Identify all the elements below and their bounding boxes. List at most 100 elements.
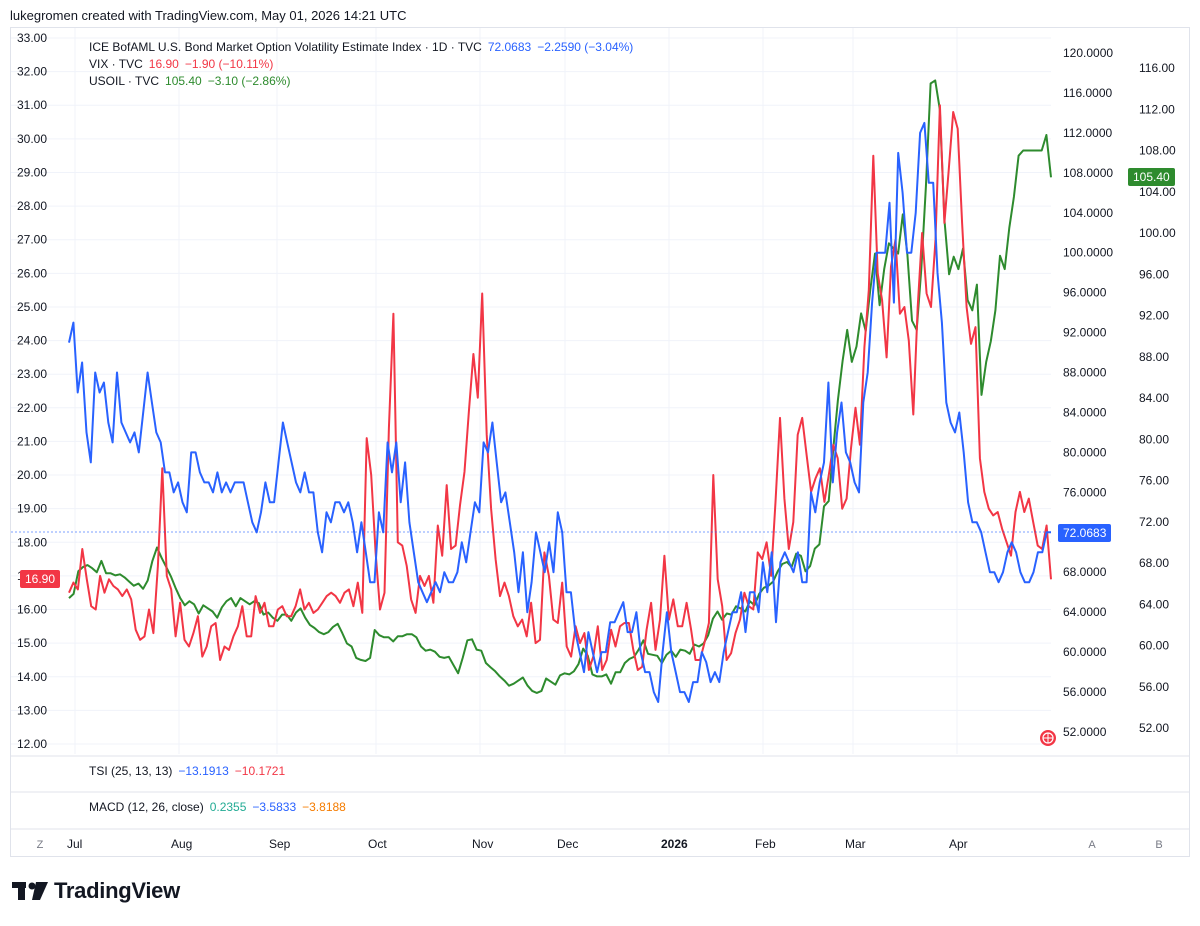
bond-axis-ticks: 52.000056.000060.000064.000068.000072.00… <box>1063 46 1113 739</box>
vix-tick-label: 15.00 <box>17 636 47 650</box>
bond-tick-label: 120.0000 <box>1063 46 1113 60</box>
macd-value-3: −3.8188 <box>302 800 346 814</box>
time-tick-label: Apr <box>949 837 968 851</box>
b-scale-button[interactable]: B <box>1155 839 1163 851</box>
time-tick-label: Aug <box>171 837 192 851</box>
tsi-legend[interactable]: TSI (25, 13, 13) −13.1913 −10.1721 <box>89 764 291 778</box>
bond-tick-label: 88.0000 <box>1063 366 1107 380</box>
legend-bond[interactable]: ICE BofAML U.S. Bond Market Option Volat… <box>89 40 639 54</box>
time-tick-label: Feb <box>755 837 776 851</box>
bond-tick-label: 56.0000 <box>1063 685 1107 699</box>
bond-tick-label: 64.0000 <box>1063 605 1107 619</box>
vix-tick-label: 22.00 <box>17 401 47 415</box>
vix-tick-label: 32.00 <box>17 65 47 79</box>
time-tick-label: 2026 <box>661 837 688 851</box>
tradingview-logo-icon <box>12 882 48 900</box>
legend-oil-change: −3.10 (−2.86%) <box>207 74 291 88</box>
oil-tick-label: 68.00 <box>1139 556 1169 570</box>
oil-tick-label: 56.00 <box>1139 680 1169 694</box>
vix-tick-label: 31.00 <box>17 98 47 112</box>
oil-tick-label: 104.00 <box>1139 185 1176 199</box>
zoom-button[interactable]: Z <box>36 839 44 851</box>
chart-attribution: lukegromen created with TradingView.com,… <box>10 8 407 23</box>
bond-tick-label: 92.0000 <box>1063 326 1107 340</box>
vix-tick-label: 24.00 <box>17 334 47 348</box>
vix-tick-label: 21.00 <box>17 434 47 448</box>
auto-scale-button[interactable]: A <box>1088 839 1096 851</box>
vix-tick-label: 14.00 <box>17 670 47 684</box>
bond-tick-label: 116.0000 <box>1063 86 1112 100</box>
vix-tick-label: 16.00 <box>17 603 47 617</box>
oil-tick-label: 64.00 <box>1139 597 1169 611</box>
vix-tick-label: 23.00 <box>17 367 47 381</box>
oil-tick-label: 60.00 <box>1139 639 1169 653</box>
oil-price-tag: 105.40 <box>1128 168 1175 186</box>
legend-oil[interactable]: USOIL · TVC 105.40 −3.10 (−2.86%) <box>89 74 296 88</box>
vix-series-line <box>68 104 1052 671</box>
chart-svg[interactable]: 12.0013.0014.0015.0016.0017.0018.0019.00… <box>11 28 1189 856</box>
legend-vix[interactable]: VIX · TVC 16.90 −1.90 (−10.11%) <box>89 57 279 71</box>
vix-tick-label: 20.00 <box>17 468 47 482</box>
event-icon[interactable] <box>1040 730 1056 746</box>
legend-oil-name: USOIL · TVC <box>89 74 160 88</box>
time-tick-label: Dec <box>557 837 578 851</box>
vix-price-tag: 16.90 <box>20 570 61 588</box>
oil-tick-label: 96.00 <box>1139 267 1169 281</box>
bond-tick-label: 108.0000 <box>1063 166 1113 180</box>
time-tick-label: Jul <box>67 837 82 851</box>
macd-value-1: 0.2355 <box>209 800 247 814</box>
oil-tick-label: 52.00 <box>1139 721 1169 735</box>
tsi-name: TSI (25, 13, 13) <box>89 764 173 778</box>
time-tick-label: Sep <box>269 837 291 851</box>
vix-tick-label: 26.00 <box>17 266 47 280</box>
bond-tick-label: 76.0000 <box>1063 485 1107 499</box>
bond-tick-label: 84.0000 <box>1063 405 1107 419</box>
time-tick-label: Nov <box>472 837 493 851</box>
legend-vix-name: VIX · TVC <box>89 57 143 71</box>
grid-lines <box>11 28 1051 754</box>
oil-tick-label: 72.00 <box>1139 515 1169 529</box>
oil-tick-label: 100.00 <box>1139 226 1176 240</box>
vix-tick-label: 28.00 <box>17 199 47 213</box>
vix-tick-label: 12.00 <box>17 737 47 751</box>
oil-tick-label: 116.00 <box>1139 61 1175 75</box>
vix-tick-label: 13.00 <box>17 703 47 717</box>
oil-axis-ticks: 52.00 56.00 60.00 64.00 68.00 72.00 76.00 80.00… <box>1139 61 1176 735</box>
tradingview-brand: TradingView <box>54 878 180 903</box>
macd-name: MACD (12, 26, close) <box>89 800 204 814</box>
oil-tick-label: 84.00 <box>1139 391 1169 405</box>
oil-tick-label: 112.00 <box>1139 102 1175 116</box>
bond-tick-label: 112.0000 <box>1063 126 1112 140</box>
chart-frame[interactable]: 12.0013.0014.0015.0016.0017.0018.0019.00… <box>10 27 1190 857</box>
bond-price-tag: 72.0683 <box>1058 524 1112 542</box>
tsi-value-2: −10.1721 <box>234 764 286 778</box>
legend-vix-change: −1.90 (−10.11%) <box>184 57 274 71</box>
oil-series-line <box>68 79 1052 694</box>
bond-tick-label: 96.0000 <box>1063 286 1107 300</box>
legend-vix-value: 16.90 <box>148 57 179 71</box>
oil-tick-label: 92.00 <box>1139 309 1169 323</box>
legend-bond-value: 72.0683 <box>487 40 532 54</box>
legend-bond-name: ICE BofAML U.S. Bond Market Option Volat… <box>89 40 482 54</box>
vix-axis-ticks: 12.0013.0014.0015.0016.0017.0018.0019.00… <box>17 31 47 751</box>
vix-tick-label: 25.00 <box>17 300 47 314</box>
vix-tick-label: 27.00 <box>17 233 47 247</box>
vix-tick-label: 18.00 <box>17 535 47 549</box>
bond-tick-label: 60.0000 <box>1063 645 1107 659</box>
series-lines <box>68 79 1052 703</box>
bond-tick-label: 100.0000 <box>1063 246 1113 260</box>
macd-value-2: −3.5833 <box>252 800 297 814</box>
time-tick-label: Mar <box>845 837 866 851</box>
time-axis-ticks: Jul Aug Sep Oct Nov Dec 2026 Feb Mar Apr <box>67 837 968 851</box>
vix-tick-label: 29.00 <box>17 165 47 179</box>
oil-tick-label: 108.00 <box>1139 144 1176 158</box>
bond-tick-label: 52.0000 <box>1063 725 1107 739</box>
oil-tick-label: 80.00 <box>1139 432 1169 446</box>
tsi-value-1: −13.1913 <box>178 764 229 778</box>
tradingview-logo: TradingView <box>12 878 180 904</box>
macd-legend[interactable]: MACD (12, 26, close) 0.2355 −3.5833 −3.8188 <box>89 800 352 814</box>
vix-tick-label: 33.00 <box>17 31 47 45</box>
legend-bond-change: −2.2590 (−3.04%) <box>537 40 634 54</box>
legend-oil-value: 105.40 <box>165 74 202 88</box>
vix-tick-label: 19.00 <box>17 502 47 516</box>
